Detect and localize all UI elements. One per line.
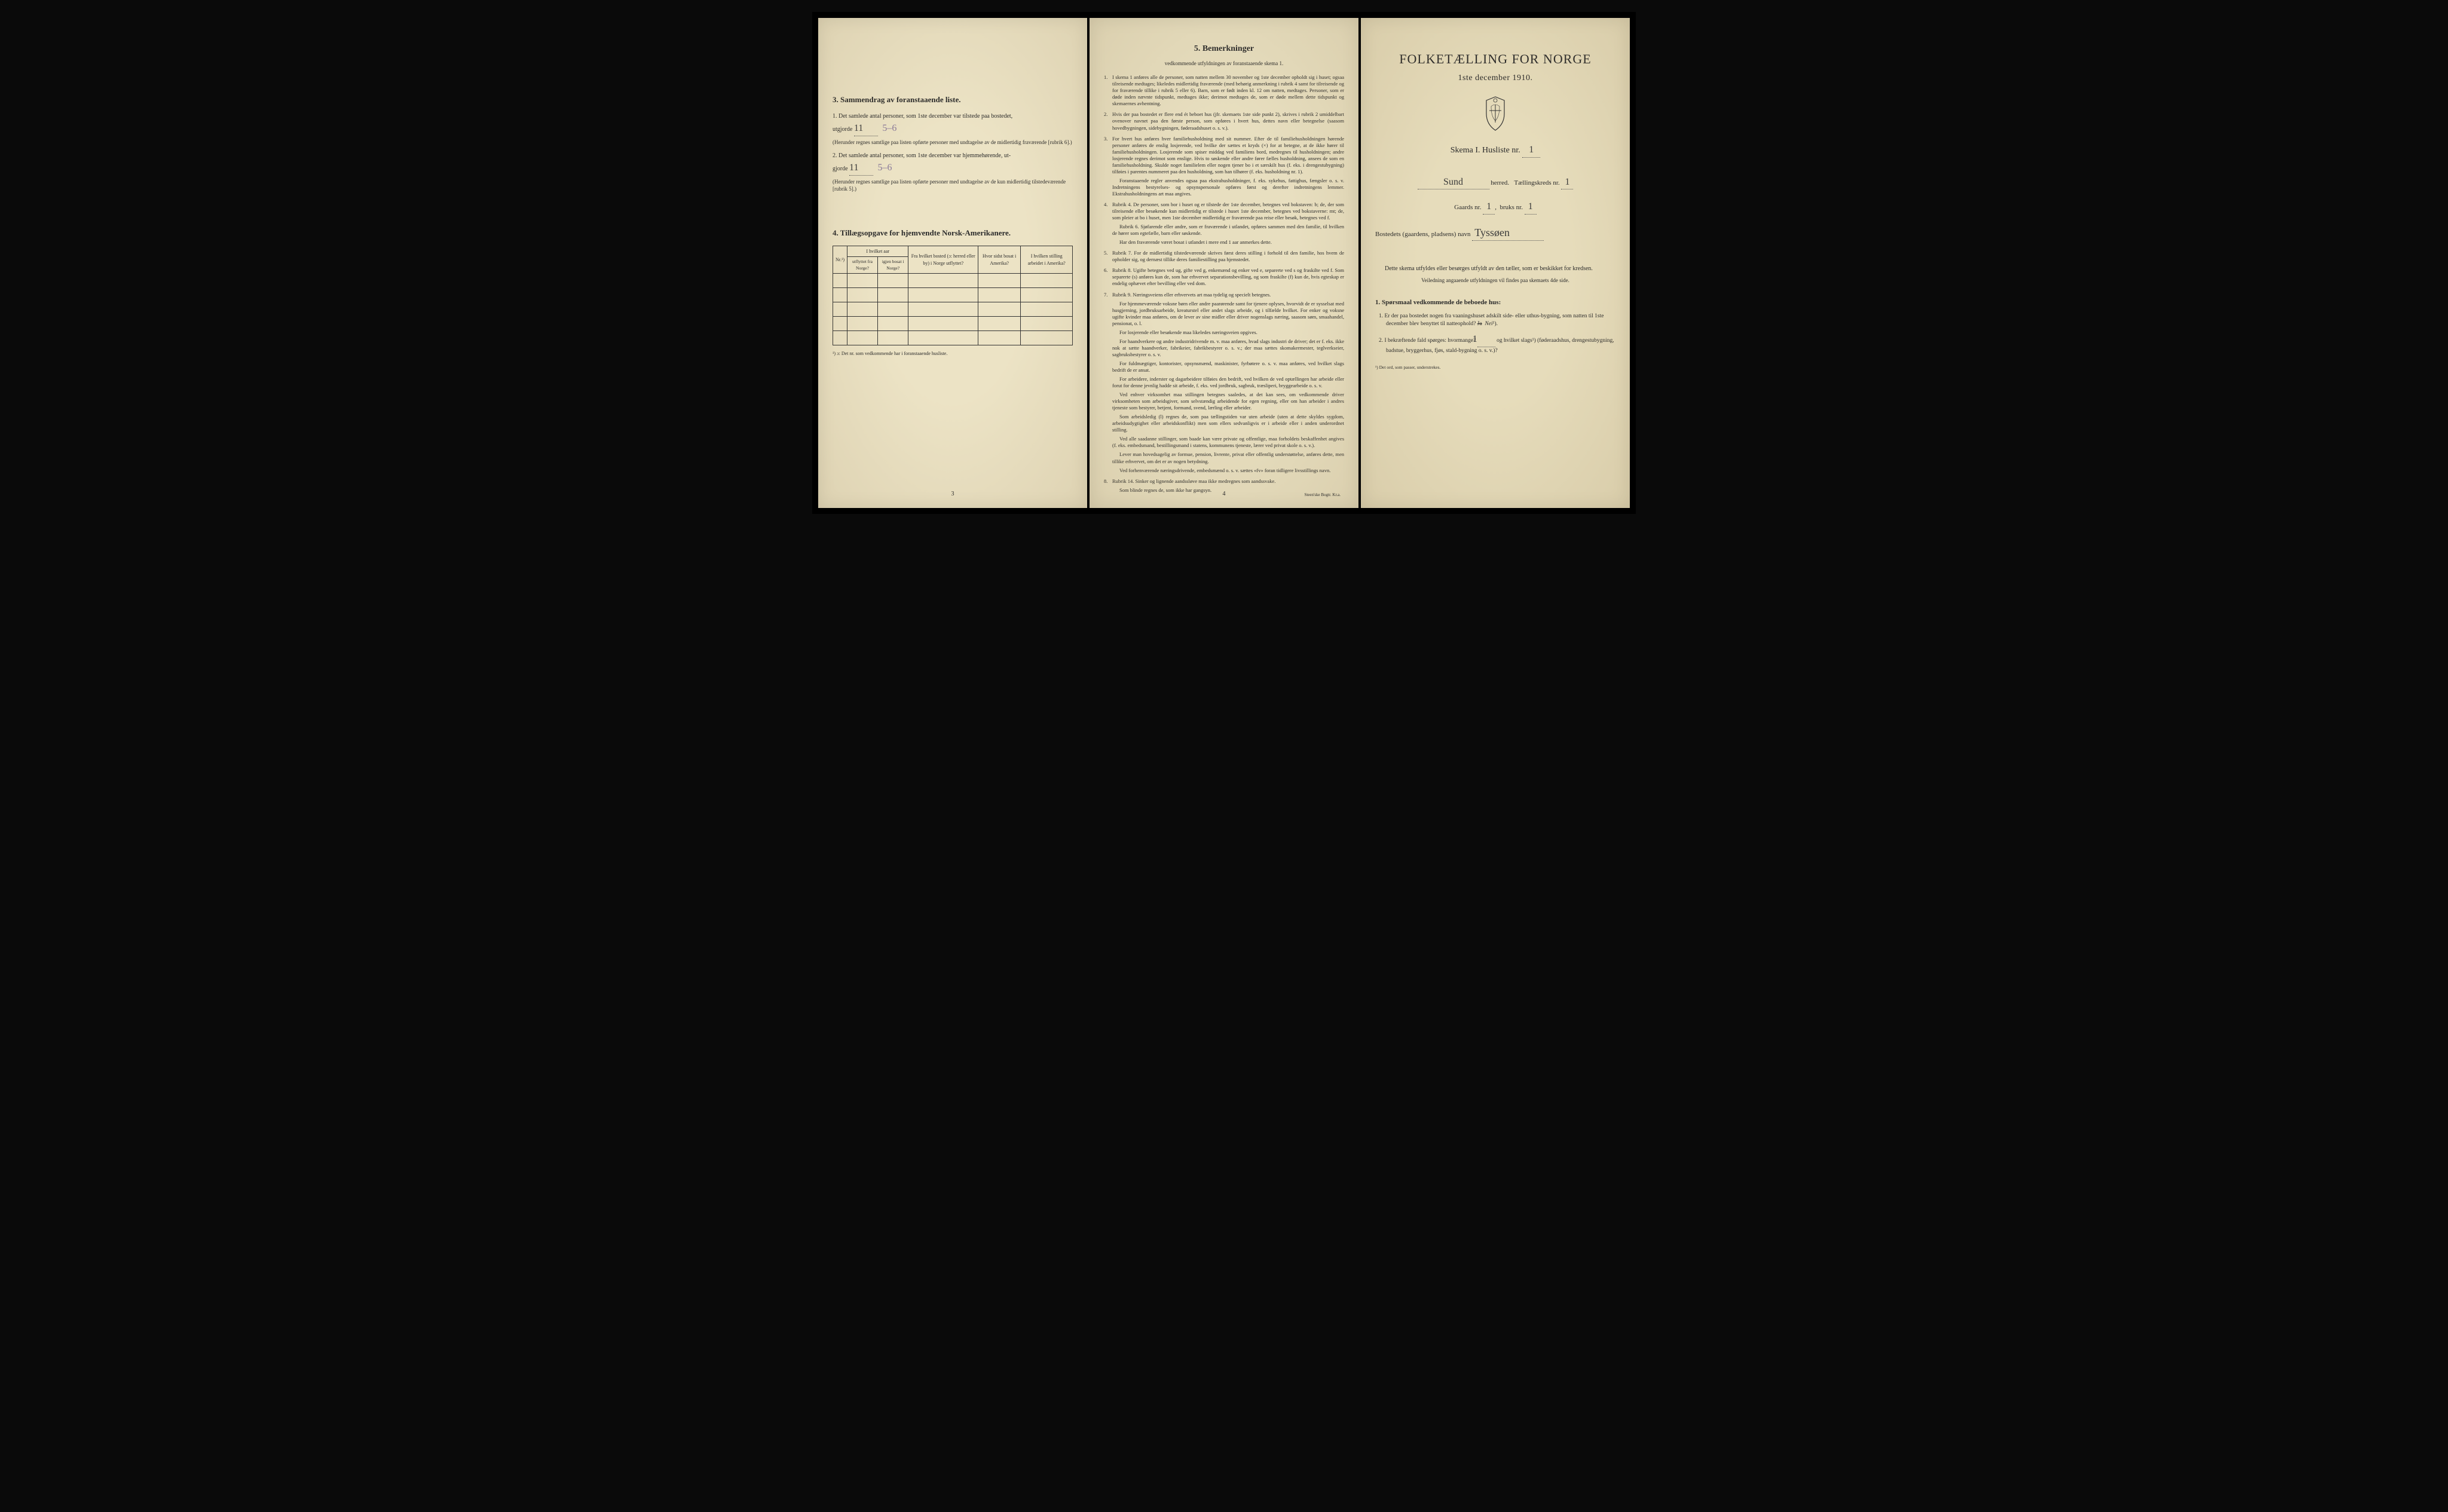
herred-value: Sund (1418, 176, 1489, 189)
bruks-nr: 1 (1525, 200, 1537, 214)
item-1: 1. Det samlede antal personer, som 1ste … (833, 112, 1073, 146)
table-row (833, 274, 1073, 288)
question-2: 2. I bekræftende fald spørges: hvormange… (1386, 333, 1615, 355)
bosteds-navn: Tyssøen (1472, 225, 1544, 241)
bemerk-item: 4.Rubrik 4. De personer, som bor i huset… (1112, 201, 1344, 246)
instructions: Dette skema utfyldes eller besørges utfy… (1375, 265, 1615, 273)
item2-value: 11 (849, 161, 873, 175)
gaards-nr: 1 (1483, 200, 1495, 214)
q2-hvormange: 1 (1477, 333, 1495, 347)
bemerk-item: 7.Rubrik 9. Næringsveiens eller erhverve… (1112, 292, 1344, 474)
norway-crest-icon (1480, 96, 1510, 131)
section-3-title: 3. Sammendrag av foranstaaende liste. (833, 94, 1073, 105)
printer-credit: Steen'ske Bogtr. Kr.a. (1304, 492, 1341, 498)
herred-row: Sund herred. Tællingskreds nr. 1 (1375, 176, 1615, 189)
tellingskreds-nr: 1 (1561, 176, 1573, 189)
table-row (833, 331, 1073, 345)
bemerk-item: 2.Hvis der paa bostedet er flere end ét … (1112, 111, 1344, 131)
bemerk-item: 1.I skema 1 anføres alle de personer, so… (1112, 74, 1344, 107)
bemerkninger-list: 1.I skema 1 anføres alle de personer, so… (1104, 74, 1344, 494)
question-1: 1. Er der paa bostedet nogen fra vaaning… (1386, 313, 1615, 329)
bemerk-item: 6.Rubrik 8. Ugifte betegnes ved ug, gift… (1112, 267, 1344, 287)
item-2: 2. Det samlede antal personer, som 1ste … (833, 152, 1073, 193)
item1-value: 11 (854, 122, 878, 136)
bemerk-title: 5. Bemerkninger (1104, 43, 1344, 55)
skema-header: Skema I. Husliste nr. 1 (1375, 143, 1615, 157)
page-4-bemerkninger: 5. Bemerkninger vedkommende utfyldningen… (1090, 18, 1358, 508)
main-title: FOLKETÆLLING FOR NORGE (1375, 50, 1615, 69)
page-1-skema: FOLKETÆLLING FOR NORGE 1ste december 191… (1361, 18, 1630, 508)
table-row (833, 302, 1073, 317)
bosteds-row: Bostedets (gaardens, pladsens) navn Tyss… (1375, 225, 1615, 241)
bemerk-item: 3.For hvert hus anføres hver familiehush… (1112, 136, 1344, 197)
footnote-1: ¹) Det ord, som passer, understrekes. (1375, 365, 1615, 371)
emigrant-table: Nr.¹) I hvilket aar Fra hvilket bosted (… (833, 246, 1073, 345)
bemerk-item: 5.Rubrik 7. For de midlertidig tilstedev… (1112, 250, 1344, 263)
questions-section: 1. Spørsmaal vedkommende de beboede hus:… (1375, 298, 1615, 355)
section-4-title: 4. Tillægsopgave for hjemvendte Norsk-Am… (833, 228, 1073, 238)
table-row (833, 317, 1073, 331)
table-row (833, 288, 1073, 302)
page-3-sammendrag: 3. Sammendrag av foranstaaende liste. 1.… (818, 18, 1087, 508)
husliste-nr: 1 (1522, 143, 1540, 157)
gaards-row: Gaards nr. 1, bruks nr. 1 (1375, 200, 1615, 214)
page-number: 3 (818, 490, 1087, 498)
table-footnote: ¹) ɔ: Det nr. som vedkommende har i fora… (833, 350, 1073, 357)
census-date: 1ste december 1910. (1375, 72, 1615, 84)
